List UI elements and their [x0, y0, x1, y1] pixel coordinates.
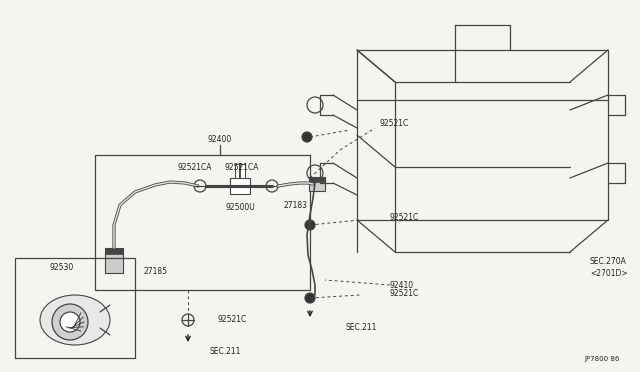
- Text: 92521C: 92521C: [218, 315, 247, 324]
- Bar: [235, 164, 245, 178]
- Text: 27185: 27185: [143, 267, 167, 276]
- Text: 92410: 92410: [390, 280, 414, 289]
- Text: 92500U: 92500U: [225, 203, 255, 212]
- Bar: [95, 155, 310, 290]
- Text: SEC.270A: SEC.270A: [590, 257, 627, 266]
- Text: SEC.211: SEC.211: [210, 347, 241, 356]
- Bar: [105, 248, 123, 273]
- Text: 92521C: 92521C: [390, 289, 419, 298]
- Text: 92521C: 92521C: [390, 214, 419, 222]
- Bar: [15, 258, 135, 358]
- Circle shape: [52, 304, 88, 340]
- Bar: [105, 248, 123, 254]
- Text: 92530: 92530: [50, 263, 74, 273]
- Bar: [309, 177, 325, 182]
- Text: SEC.211: SEC.211: [345, 324, 376, 333]
- Text: 92400: 92400: [208, 135, 232, 144]
- Circle shape: [305, 293, 315, 303]
- Circle shape: [302, 132, 312, 142]
- Text: 92521C: 92521C: [380, 119, 409, 128]
- Bar: [309, 177, 325, 191]
- Bar: [230, 178, 250, 194]
- Text: 92521CA: 92521CA: [225, 164, 259, 173]
- Text: 27183: 27183: [283, 201, 307, 209]
- Text: <2701D>: <2701D>: [590, 269, 628, 279]
- Text: 92521CA: 92521CA: [178, 164, 212, 173]
- Text: JP7800 86: JP7800 86: [584, 356, 620, 362]
- Circle shape: [305, 220, 315, 230]
- Ellipse shape: [40, 295, 110, 345]
- Circle shape: [60, 312, 80, 332]
